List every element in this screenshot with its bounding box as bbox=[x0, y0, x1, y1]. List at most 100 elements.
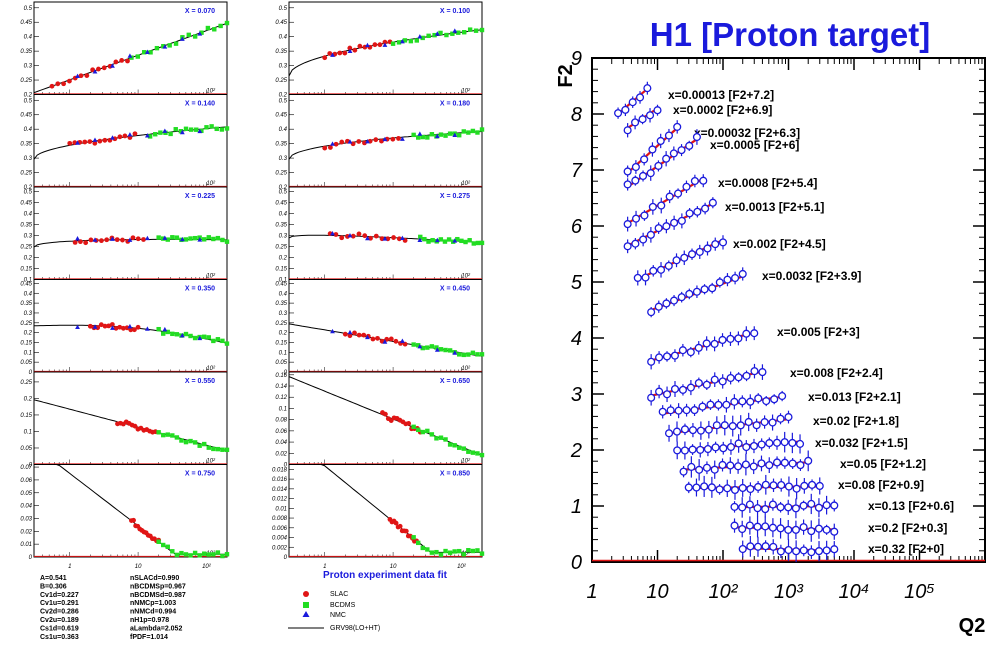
slac-point bbox=[130, 235, 136, 241]
slac-point bbox=[406, 421, 412, 426]
h1-point bbox=[631, 176, 640, 185]
nmc-point bbox=[110, 63, 115, 68]
bcdms-point bbox=[438, 435, 444, 440]
bcdms-point bbox=[461, 352, 466, 358]
slac-point bbox=[135, 236, 141, 242]
bcdms-point bbox=[199, 128, 204, 134]
nmc-point bbox=[92, 237, 98, 242]
nmc-point bbox=[110, 325, 115, 330]
h1-point bbox=[648, 145, 657, 154]
bcdms-point bbox=[167, 43, 172, 48]
slac-point bbox=[402, 341, 408, 347]
bcdms-point bbox=[206, 335, 211, 340]
h1-point bbox=[712, 421, 721, 430]
bcdms-point bbox=[135, 54, 141, 59]
nmc-point bbox=[110, 236, 115, 241]
legend-label: SLAC bbox=[330, 591, 348, 598]
h1-point bbox=[664, 131, 674, 140]
bcdms-point bbox=[479, 452, 485, 458]
h1-point bbox=[710, 339, 719, 348]
fit-parameter: nBCDMSp=0.967 bbox=[130, 583, 186, 590]
h1-series: x=0.2 [F2+0.3] bbox=[730, 515, 947, 542]
h1-series-label: x=0.13 [F2+0.6] bbox=[868, 499, 954, 513]
bcdms-point bbox=[202, 237, 207, 242]
h1-point bbox=[658, 407, 667, 416]
h1-point bbox=[656, 265, 666, 274]
h1-point bbox=[730, 502, 739, 511]
slac-point bbox=[393, 338, 399, 344]
h1-point bbox=[670, 351, 679, 360]
y-tick-label: 0.45 bbox=[275, 20, 287, 26]
legend-nmc-marker bbox=[302, 611, 310, 617]
h1-point bbox=[722, 400, 731, 409]
bcdms-point bbox=[179, 438, 184, 443]
bcdms-point bbox=[466, 352, 471, 357]
h1-point bbox=[692, 132, 701, 142]
slac-point bbox=[352, 47, 358, 53]
y-tick-label: 0.4 bbox=[24, 127, 33, 133]
h1-point bbox=[702, 339, 711, 348]
nmc-point bbox=[179, 236, 185, 242]
h1-point bbox=[804, 456, 813, 465]
h1-point bbox=[682, 182, 691, 191]
h1-point bbox=[728, 422, 737, 431]
h1-point bbox=[623, 180, 632, 189]
fit-caption: Proton experiment data fit bbox=[323, 570, 448, 581]
slac-point bbox=[99, 238, 104, 244]
h1-point bbox=[807, 548, 816, 557]
h1-series: x=0.008 [F2+2.4] bbox=[647, 363, 883, 406]
bcdms-point bbox=[168, 131, 173, 137]
h1-point bbox=[674, 406, 683, 415]
slac-point bbox=[132, 327, 137, 333]
slac-point bbox=[125, 58, 130, 64]
nmc-point bbox=[399, 235, 405, 240]
h1-point bbox=[796, 461, 805, 470]
bcdms-point bbox=[156, 430, 161, 435]
nmc-point bbox=[92, 69, 98, 74]
bcdms-point bbox=[452, 549, 457, 554]
h1-point bbox=[734, 462, 743, 471]
h1-point bbox=[742, 443, 751, 452]
slac-point bbox=[339, 235, 345, 241]
panel-frame bbox=[33, 186, 228, 280]
h1-series: x=0.0032 [F2+3.9] bbox=[647, 267, 861, 318]
bcdms-point bbox=[205, 25, 211, 31]
h1-point bbox=[680, 446, 689, 455]
x-corner-label: 10² bbox=[461, 181, 471, 187]
slac-point bbox=[322, 145, 328, 151]
y-tick-label: 0 bbox=[284, 463, 288, 469]
h1-point bbox=[807, 499, 816, 508]
bcdms-point bbox=[470, 128, 476, 134]
y-tick-label: 0.4 bbox=[24, 211, 33, 217]
h1-point bbox=[682, 406, 691, 415]
bcdms-point bbox=[224, 341, 230, 346]
h1-point bbox=[679, 467, 688, 476]
h1-fit-line bbox=[627, 177, 704, 225]
slac-point bbox=[67, 140, 73, 146]
h1-point bbox=[710, 375, 719, 384]
nmc-point bbox=[452, 28, 458, 33]
h1-point bbox=[738, 269, 747, 279]
h1-series-label: x=0.0032 [F2+3.9] bbox=[762, 269, 861, 283]
h1-point bbox=[718, 238, 728, 247]
h1-point bbox=[746, 397, 755, 406]
y-tick-label: 0.04 bbox=[275, 440, 287, 446]
h1-point bbox=[623, 242, 632, 251]
h1-point bbox=[738, 544, 747, 554]
slac-point bbox=[397, 523, 403, 529]
y-tick-label: 0.05 bbox=[20, 491, 32, 497]
y-tick-label: 0.2 bbox=[24, 185, 33, 191]
h1-point bbox=[662, 222, 671, 231]
h1-point bbox=[753, 504, 762, 513]
y-tick-label: 0.45 bbox=[275, 113, 287, 119]
bcdms-point bbox=[447, 131, 453, 136]
nmc-point bbox=[330, 231, 335, 236]
slac-point bbox=[82, 139, 88, 145]
nmc-point bbox=[452, 132, 458, 138]
bcdms-point bbox=[443, 133, 448, 138]
h1-point bbox=[814, 524, 823, 533]
h1-point bbox=[649, 266, 658, 275]
